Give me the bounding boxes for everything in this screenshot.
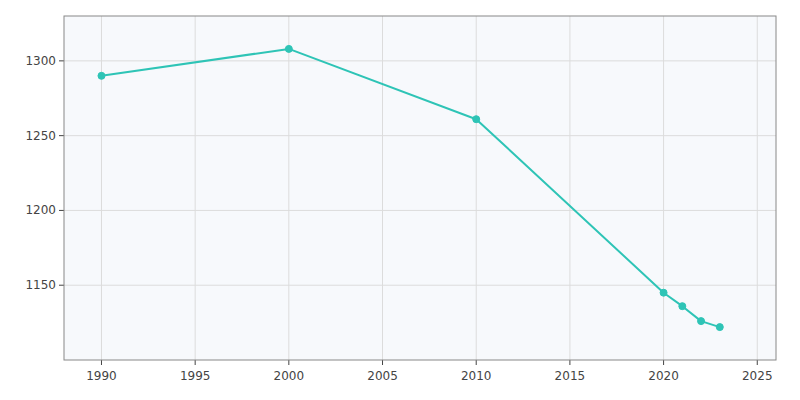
y-grid-line	[64, 210, 776, 211]
grid	[64, 16, 776, 360]
plot-frame	[64, 16, 776, 360]
x-grid-line	[663, 16, 664, 360]
y-tick-label: 1200	[25, 203, 56, 217]
point	[698, 318, 705, 325]
y-grid-line	[64, 60, 776, 61]
x-grid-line	[101, 16, 102, 360]
point	[679, 303, 686, 310]
x-tick-label: 2010	[461, 369, 492, 383]
x-tick	[476, 360, 477, 365]
chart: 1150 1200 1250 1300 1990 1995 2000 2005 2010 2015…	[0, 0, 800, 400]
line	[101, 49, 719, 327]
y-tick-label: 1300	[25, 54, 56, 68]
point	[716, 324, 723, 331]
x-grid-line	[569, 16, 570, 360]
y-grid-line	[64, 285, 776, 286]
x-tick	[757, 360, 758, 365]
x-tick	[288, 360, 289, 365]
y-grid-line	[64, 135, 776, 136]
x-tick-label: 1990	[86, 369, 117, 383]
y-tick	[59, 135, 64, 136]
x-grid-line	[195, 16, 196, 360]
point	[98, 72, 105, 79]
x-tick-label: 2005	[367, 369, 398, 383]
x-grid-line	[757, 16, 758, 360]
y-tick	[59, 210, 64, 211]
point	[473, 116, 480, 123]
x-grid-line	[476, 16, 477, 360]
axes: 1150 1200 1250 1300 1990 1995 2000 2005 2010 2015…	[25, 54, 772, 383]
x-tick-label: 2025	[742, 369, 773, 383]
y-tick-label: 1250	[25, 129, 56, 143]
y-tick	[59, 285, 64, 286]
y-tick-label: 1150	[25, 278, 56, 292]
point	[285, 45, 292, 52]
x-grid-line	[288, 16, 289, 360]
x-tick-label: 2020	[648, 369, 679, 383]
x-tick-label: 2015	[555, 369, 586, 383]
x-grid-line	[382, 16, 383, 360]
x-tick	[569, 360, 570, 365]
x-tick-label: 2000	[274, 369, 305, 383]
x-tick-label: 1995	[180, 369, 211, 383]
series	[98, 45, 723, 330]
x-tick	[382, 360, 383, 365]
plot-area	[64, 16, 776, 360]
x-tick	[101, 360, 102, 365]
y-tick	[59, 60, 64, 61]
x-tick	[195, 360, 196, 365]
point	[660, 289, 667, 296]
x-tick	[663, 360, 664, 365]
